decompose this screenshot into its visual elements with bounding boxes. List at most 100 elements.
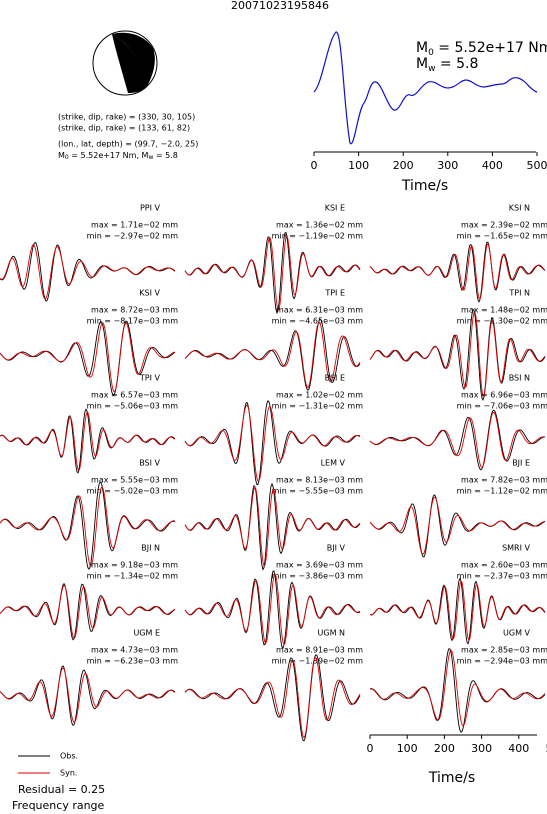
- x-tick-label: 400: [508, 742, 529, 755]
- max-label: max = 1.48e−02 mm: [461, 306, 547, 315]
- x-tick-label: 200: [393, 159, 414, 172]
- max-label: max = 6.57e−03 mm: [91, 391, 178, 400]
- min-label: min = −2.37e−03 mm: [457, 572, 547, 581]
- synthetic-trace: [0, 244, 176, 300]
- station-label: BJI E: [512, 459, 530, 468]
- max-label: max = 9.18e−03 mm: [91, 561, 178, 570]
- min-label: min = −5.06e−03 mm: [87, 402, 179, 411]
- synthetic-trace: [184, 573, 361, 646]
- legend-syn: Syn.: [60, 769, 77, 778]
- stf-xlabel: Time/s: [401, 178, 448, 194]
- observed-trace: [0, 481, 176, 570]
- max-label: max = 2.39e−02 mm: [461, 221, 547, 230]
- min-label: min = −1.31e−02 mm: [272, 402, 364, 411]
- synthetic-trace: [184, 656, 361, 739]
- x-tick-label: 0: [311, 159, 318, 172]
- max-label: max = 7.82e−03 mm: [461, 476, 547, 485]
- min-label: min = −1.19e−02 mm: [272, 232, 364, 241]
- x-tick-label: 300: [437, 159, 458, 172]
- min-label: min = −4.65e−03 mm: [272, 317, 364, 326]
- beach-ball-compression: [112, 34, 147, 93]
- station-label: SMRI V: [502, 544, 530, 553]
- synthetic-trace: [369, 411, 546, 469]
- observed-trace: [0, 582, 176, 641]
- min-label: min = −8.17e−03 mm: [87, 317, 179, 326]
- min-label: min = −7.06e−03 mm: [457, 402, 547, 411]
- observed-trace: [184, 400, 361, 486]
- moment: M0 = 5.52e+17 Nm, Mw = 5.8: [58, 151, 178, 161]
- plane-1: (strike, dip, rake) = (330, 30, 105): [58, 113, 195, 122]
- max-label: max = 5.55e−03 mm: [91, 476, 178, 485]
- observed-trace: [184, 570, 361, 649]
- time-xlabel: Time/s: [428, 770, 475, 786]
- max-label: max = 3.69e−03 mm: [276, 561, 363, 570]
- max-label: max = 1.36e−02 mm: [276, 221, 363, 230]
- min-label: min = −2.94e−03 mm: [457, 657, 547, 666]
- location: (lon., lat, depth) = (99.7, −2.0, 25): [58, 140, 198, 149]
- title: 20071023195846: [231, 0, 329, 12]
- min-label: min = −6.23e−03 mm: [87, 657, 179, 666]
- x-tick-label: 300: [471, 742, 492, 755]
- station-label: BSI N: [509, 374, 530, 383]
- station-label: TPI V: [139, 374, 161, 383]
- station-label: TPI N: [508, 289, 530, 298]
- station-label: TPI E: [324, 289, 345, 298]
- station-label: BJI V: [327, 544, 346, 553]
- observed-trace: [0, 320, 176, 396]
- max-label: max = 6.31e−03 mm: [276, 306, 363, 315]
- x-tick-label: 500: [546, 742, 547, 755]
- beach-ball-compression: [112, 32, 155, 88]
- x-tick-label: 100: [348, 159, 369, 172]
- stf-mw: Mw = 5.8: [416, 56, 478, 74]
- station-label: KSI V: [139, 289, 160, 298]
- stf-m0: M0 = 5.52e+17 Nm: [416, 40, 547, 58]
- observed-trace: [184, 231, 361, 315]
- legend-obs: Obs.: [60, 752, 78, 761]
- synthetic-trace: [369, 311, 546, 397]
- min-label: min = −1.34e−02 mm: [87, 572, 179, 581]
- max-label: max = 2.85e−03 mm: [461, 646, 547, 655]
- station-label: BSI E: [325, 374, 345, 383]
- max-label: max = 6.96e−03 mm: [461, 391, 547, 400]
- synthetic-trace: [0, 485, 176, 567]
- synthetic-trace: [0, 667, 176, 723]
- max-label: max = 8.13e−03 mm: [276, 476, 363, 485]
- x-tick-label: 400: [482, 159, 503, 172]
- min-label: min = −2.97e−02 mm: [87, 232, 179, 241]
- synthetic-trace: [369, 579, 546, 642]
- max-label: max = 4.73e−03 mm: [91, 646, 178, 655]
- synthetic-trace: [184, 321, 361, 389]
- max-label: max = 2.60e−03 mm: [461, 561, 547, 570]
- residual: Residual = 0.25: [18, 783, 105, 796]
- station-label: UGM N: [318, 629, 346, 638]
- station-label: PPI V: [140, 204, 161, 213]
- x-tick-label: 0: [367, 742, 374, 755]
- min-label: min = −5.02e−03 mm: [87, 487, 179, 496]
- station-label: UGM V: [503, 629, 531, 638]
- min-label: min = −1.12e−02 mm: [457, 487, 547, 496]
- synthetic-trace: [369, 649, 546, 727]
- observed-trace: [369, 308, 546, 401]
- station-label: UGM E: [133, 629, 160, 638]
- observed-trace: [369, 648, 546, 733]
- x-tick-label: 200: [434, 742, 455, 755]
- station-label: KSI N: [509, 204, 530, 213]
- observed-trace: [184, 318, 361, 391]
- station-label: LEM V: [321, 459, 346, 468]
- min-label: min = −1.65e−02 mm: [457, 232, 547, 241]
- station-label: BSI V: [139, 459, 160, 468]
- x-tick-label: 100: [397, 742, 418, 755]
- source-time-function: [313, 31, 538, 145]
- synthetic-trace: [369, 243, 546, 301]
- frequency-range: Frequency range: [12, 799, 105, 812]
- synthetic-trace: [184, 404, 361, 482]
- station-label: KSI E: [325, 204, 345, 213]
- observed-trace: [0, 665, 176, 727]
- plane-2: (strike, dip, rake) = (133, 61, 82): [58, 124, 190, 133]
- observed-trace: [369, 241, 546, 303]
- observed-trace: [184, 654, 361, 742]
- synthetic-trace: [184, 234, 361, 311]
- synthetic-trace: [0, 322, 176, 393]
- synthetic-trace: [369, 496, 546, 555]
